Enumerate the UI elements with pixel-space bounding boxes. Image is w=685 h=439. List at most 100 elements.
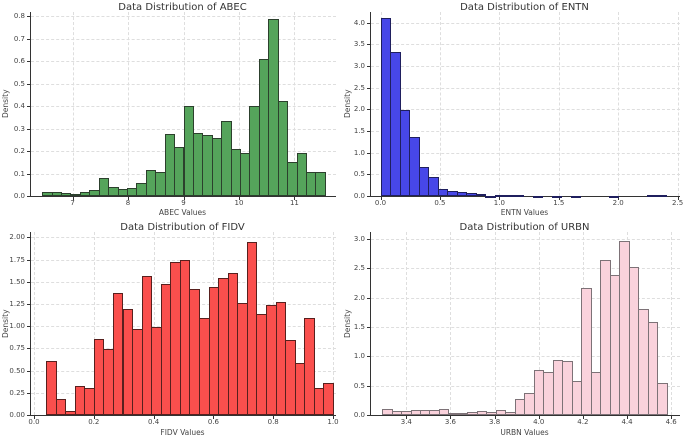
- y-tick-label: 1.0: [353, 148, 365, 157]
- y-tick-mark: [27, 61, 30, 63]
- x-tick-label: 3.8: [489, 418, 501, 426]
- histogram-bar: [656, 195, 667, 198]
- gridline-vertical: [499, 12, 501, 196]
- gridline-horizontal: [371, 44, 680, 46]
- y-tick-label: 0.1: [13, 169, 25, 178]
- histogram-bar: [315, 172, 326, 196]
- x-tick-label: 4.0: [533, 418, 545, 426]
- x-tick-label: 3.4: [400, 418, 412, 426]
- x-tick-mark: [238, 197, 240, 200]
- gridline-horizontal: [371, 327, 680, 329]
- x-tick-label: 1.0: [327, 418, 339, 426]
- x-tick-mark: [33, 416, 35, 419]
- y-tick-mark: [27, 259, 30, 261]
- histogram-bar: [428, 177, 439, 196]
- x-tick-label: 7: [70, 199, 75, 207]
- y-tick-label: 1.25: [9, 299, 25, 308]
- histogram-bar: [608, 195, 620, 198]
- y-tick-mark: [367, 152, 370, 154]
- y-tick-label: 0.4: [13, 102, 25, 111]
- y-tick-mark: [367, 174, 370, 176]
- y-tick-mark: [27, 326, 30, 328]
- y-tick-label: 0.00: [9, 411, 25, 419]
- y-tick-label: 0.5: [353, 170, 365, 179]
- chart-title-fidv: Data Distribution of FIDV: [120, 222, 245, 233]
- gridline-horizontal: [371, 174, 680, 176]
- y-tick-label: 3.0: [353, 235, 365, 244]
- x-axis-label-entn: ENTN Values: [500, 208, 549, 217]
- subplot-abec: Data Distribution of ABEC Density 0.0 0.1…: [0, 0, 342, 220]
- x-tick-mark: [273, 416, 275, 419]
- y-tick-label: 0.0: [353, 192, 365, 200]
- y-tick-label: 2.00: [9, 233, 25, 242]
- y-tick-mark: [27, 128, 30, 130]
- x-tick-mark: [93, 416, 95, 419]
- y-tick-label: 1.00: [9, 322, 25, 331]
- y-tick-label: 1.0: [353, 352, 365, 361]
- x-tick-label: 2.0: [612, 199, 624, 207]
- y-tick-label: 2.0: [353, 105, 365, 114]
- x-tick-mark: [153, 416, 155, 419]
- y-tick-label: 0.5: [353, 381, 365, 390]
- y-tick-label: 1.50: [9, 277, 25, 286]
- x-tick-label: 9: [181, 199, 186, 207]
- x-tick-mark: [380, 197, 382, 200]
- subplot-entn: Data Distribution of ENTN Density 0.0 0.5…: [342, 0, 685, 220]
- y-tick-mark: [27, 281, 30, 283]
- y-tick-mark: [27, 173, 30, 175]
- y-tick-label: 0.25: [9, 388, 25, 397]
- x-tick-mark: [294, 197, 296, 200]
- y-tick-mark: [367, 131, 370, 133]
- x-tick-label: 4.2: [577, 418, 589, 426]
- y-axis-label-entn: Density: [343, 89, 352, 119]
- y-tick-mark: [367, 268, 370, 270]
- gridline-vertical: [153, 232, 155, 415]
- y-tick-mark: [27, 16, 30, 18]
- plot-area-entn: 0.0 0.5 1.0 1.5 2.0 2.5 3.0 3.5 4.0 0.0 0.5 1.0 1.5 2…: [354, 12, 683, 207]
- gridline-vertical: [618, 12, 620, 196]
- x-tick-label: 0.0: [28, 418, 40, 426]
- x-tick-mark: [439, 197, 441, 200]
- gridline-horizontal: [371, 297, 680, 299]
- x-tick-mark: [72, 197, 74, 200]
- x-tick-label: 3.6: [444, 418, 457, 426]
- histogram-bar: [475, 194, 487, 197]
- y-tick-mark: [367, 297, 370, 299]
- gridline-vertical: [439, 12, 441, 196]
- y-tick-label: 0.0: [353, 411, 365, 419]
- x-axis-label-urbn: URBN Values: [500, 428, 549, 437]
- x-tick-label: 0.0: [374, 199, 387, 207]
- y-tick-label: 0.50: [9, 366, 25, 375]
- histogram-bar: [277, 100, 289, 196]
- gridline-horizontal: [371, 385, 680, 387]
- gridline-vertical: [72, 12, 74, 196]
- x-tick-label: 1.0: [493, 199, 505, 207]
- gridline-vertical: [406, 232, 408, 415]
- gridline-horizontal: [371, 87, 680, 89]
- y-tick-label: 0.2: [13, 147, 25, 156]
- x-tick-mark: [494, 416, 496, 419]
- chart-title-urbn: Data Distribution of URBN: [459, 222, 590, 233]
- plot-area-urbn: 0.0 0.5 1.0 1.5 2.0 2.5 3.0 3.4 3.6 3.8 4.0 4.2 4.4 4…: [354, 232, 680, 426]
- y-tick-mark: [367, 415, 370, 416]
- x-tick-label: 0.2: [88, 418, 100, 426]
- x-tick-label: 0.5: [434, 199, 446, 207]
- y-tick-mark: [367, 327, 370, 329]
- y-tick-mark: [27, 392, 30, 394]
- histogram-bar: [55, 399, 67, 415]
- gridline-horizontal: [31, 237, 336, 239]
- x-tick-mark: [558, 197, 560, 200]
- x-tick-mark: [627, 416, 629, 419]
- y-tick-mark: [367, 385, 370, 387]
- y-tick-label: 1.5: [353, 323, 365, 332]
- x-tick-mark: [213, 416, 215, 419]
- x-tick-mark: [333, 416, 334, 419]
- y-axis-label-urbn: Density: [343, 309, 352, 338]
- y-tick-label: 2.5: [353, 83, 365, 92]
- histogram-bar: [532, 195, 544, 198]
- y-tick-label: 1.75: [9, 255, 25, 264]
- plot-area-abec: 0.0 0.1 0.2 0.3 0.4 0.5 0.6 0.7 0.8 7 8 9 10 11: [14, 12, 336, 207]
- gridline-horizontal: [371, 66, 680, 68]
- gridline-vertical: [294, 12, 296, 196]
- gridline-horizontal: [371, 22, 680, 24]
